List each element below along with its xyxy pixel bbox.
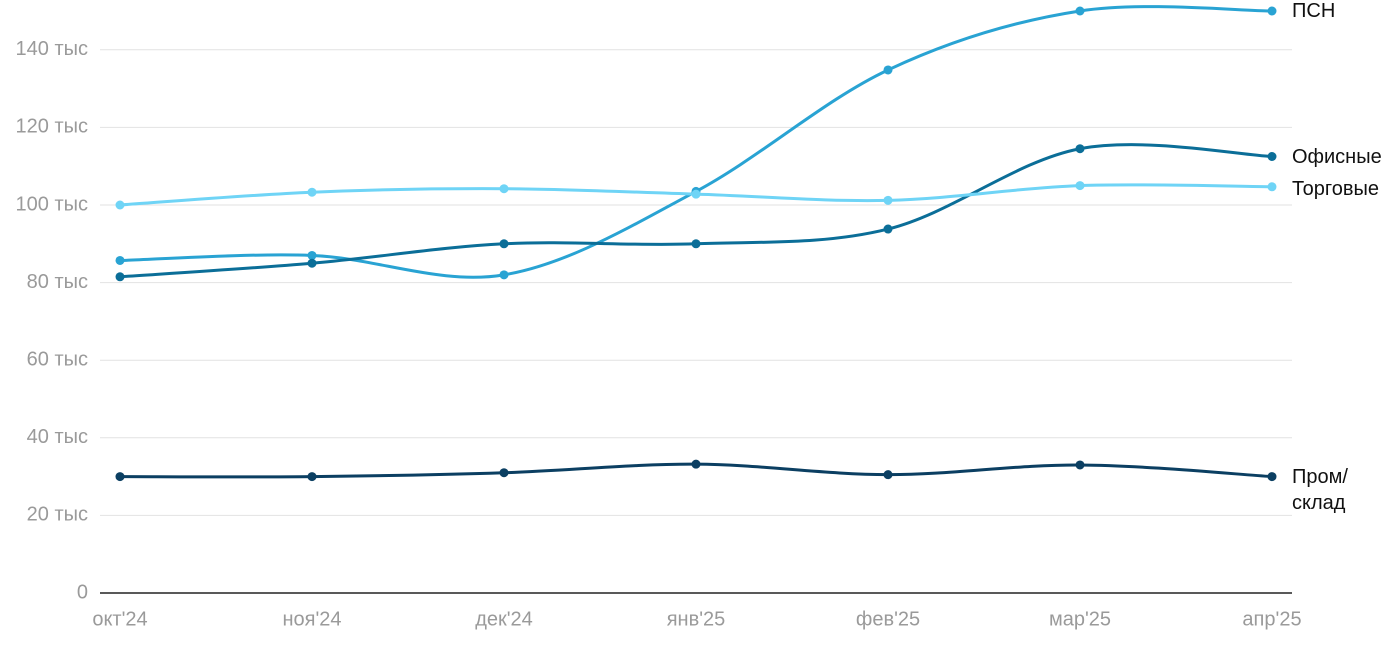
series <box>115 459 1277 482</box>
legend-label: Офисные <box>1292 145 1382 168</box>
series <box>115 5 1277 280</box>
series <box>115 181 1277 210</box>
x-tick-label: апр'25 <box>1242 608 1301 630</box>
point <box>691 239 701 249</box>
legend-label: ПСН <box>1292 0 1336 22</box>
point <box>115 200 125 210</box>
y-tick-label: 20 тыс <box>27 504 88 526</box>
point <box>883 195 893 205</box>
line <box>119 5 1273 279</box>
point <box>307 187 317 197</box>
x-tick-label: дек'24 <box>475 608 533 630</box>
point <box>499 468 509 478</box>
point <box>307 258 317 268</box>
line <box>119 143 1273 279</box>
legend-label: Пром/ склад <box>1292 465 1348 514</box>
point <box>1075 144 1085 154</box>
point <box>499 270 509 280</box>
y-tick-label: 0 <box>77 581 88 603</box>
point <box>499 184 509 194</box>
y-tick-label: 40 тыс <box>27 426 88 448</box>
point <box>499 239 509 249</box>
y-tick-label: 60 тыс <box>27 348 88 370</box>
point <box>1075 460 1085 470</box>
point <box>883 224 893 234</box>
point <box>1075 181 1085 191</box>
legend-label: Торговые <box>1292 177 1380 200</box>
point <box>307 472 317 482</box>
point <box>691 459 701 469</box>
y-tick-label: 80 тыс <box>27 271 88 293</box>
series <box>115 143 1277 282</box>
y-tick-label: 120 тыс <box>16 116 88 138</box>
point <box>1267 472 1277 482</box>
point <box>115 472 125 482</box>
point <box>883 65 893 75</box>
point <box>691 189 701 199</box>
point <box>1075 6 1085 16</box>
y-tick-label: 140 тыс <box>16 38 88 60</box>
point <box>1267 182 1277 192</box>
x-tick-label: окт'24 <box>92 608 147 630</box>
point <box>1267 152 1277 161</box>
x-tick-label: янв'25 <box>667 608 726 630</box>
y-tick-label: 100 тыс <box>16 193 88 215</box>
x-tick-label: фев'25 <box>856 608 920 630</box>
point <box>307 250 317 260</box>
point <box>883 470 893 480</box>
point <box>115 272 125 282</box>
x-tick-label: мар'25 <box>1049 608 1111 630</box>
point <box>1267 6 1277 16</box>
point <box>115 255 125 265</box>
x-tick-label: ноя'24 <box>282 608 341 630</box>
